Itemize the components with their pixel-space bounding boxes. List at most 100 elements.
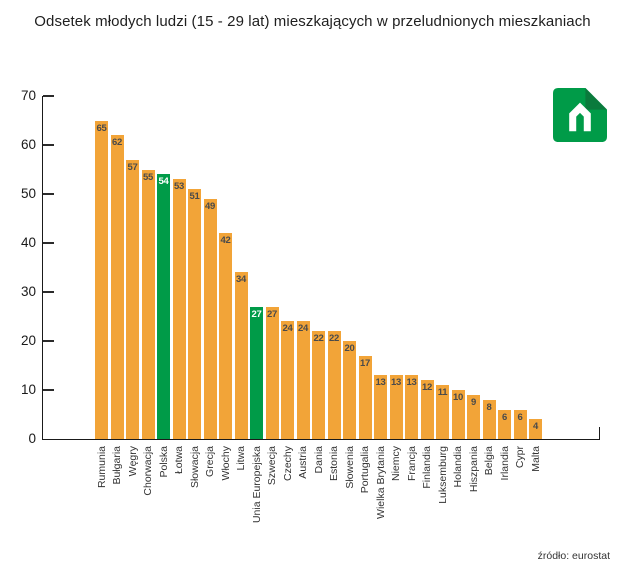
bar: 6 [513, 409, 527, 439]
y-axis-label: 20 [20, 333, 36, 348]
bar: 57 [126, 159, 139, 439]
x-axis-label: Rumunia [95, 446, 108, 489]
bar: 10 [451, 390, 465, 439]
y-axis-label: 30 [20, 284, 36, 299]
x-axis-label: Belgia [483, 446, 495, 476]
x-axis-label: Cypr [514, 446, 526, 469]
bar-value-label: 13 [375, 377, 386, 389]
bar: 55 [141, 169, 155, 439]
bar: 20 [343, 341, 356, 439]
bar-value-label: 53 [174, 181, 184, 193]
bar-value-label: 22 [329, 333, 339, 345]
bar-value-label: 42 [220, 235, 231, 247]
x-axis-label: Grecja [204, 446, 216, 477]
x-axis-label: Finlandia [421, 446, 433, 489]
x-axis-label: Austria [297, 446, 309, 479]
house-n-icon [553, 88, 607, 142]
y-axis-label: 70 [20, 88, 36, 103]
x-axis-label: Łotwa [173, 446, 185, 475]
y-axis-tick [43, 340, 54, 342]
x-axis-label: Francja [405, 446, 418, 482]
y-axis-tick [43, 193, 54, 195]
y-axis-tick [43, 144, 54, 146]
bar: 49 [203, 198, 217, 439]
bar-value-label: 49 [205, 200, 215, 212]
y-axis-tick [43, 95, 54, 97]
x-axis-end-tick [598, 427, 600, 439]
x-axis-label: Czechy [281, 446, 294, 482]
bar-value-label: 13 [391, 377, 401, 389]
x-axis-label: Niemcy [390, 446, 402, 482]
bar: 27 [250, 306, 263, 439]
bar-value-label: 9 [471, 396, 476, 408]
x-axis-label: Luksemburg [436, 446, 449, 504]
plot-area: 65 Rumunia 62 Bułgaria 57 Węgry 55 Chorwacja 54 P… [42, 95, 600, 523]
x-axis-label: Węgry [126, 446, 139, 477]
bar-value-label: 20 [344, 343, 355, 354]
y-axis-tick [43, 242, 54, 244]
bar-value-label: 65 [96, 122, 107, 134]
bar: 24 [296, 321, 310, 439]
bar-value-label: 13 [406, 377, 417, 389]
bar-value-label: 12 [422, 382, 432, 394]
x-axis-label: Estonia [328, 446, 340, 482]
bar: 51 [188, 189, 201, 439]
x-axis-label: Holandia [452, 446, 464, 488]
bar-value-label: 51 [189, 191, 200, 203]
y-axis-label: 40 [20, 235, 36, 250]
bar-value-label: 24 [282, 323, 293, 335]
bar: 34 [234, 272, 248, 439]
bar-value-label: 27 [251, 308, 262, 320]
x-axis-label: Malta [529, 446, 542, 472]
bar-value-label: 10 [453, 392, 463, 403]
y-axis-label: 10 [20, 382, 36, 397]
y-axis-label: 0 [28, 431, 36, 446]
bar: 27 [265, 306, 279, 439]
bar-value-label: 4 [533, 421, 538, 433]
x-axis-label: Włochy [219, 446, 232, 481]
x-axis-label: Chorwacja [142, 446, 154, 496]
bar-value-label: 57 [127, 161, 138, 173]
bar: 62 [110, 135, 124, 439]
chart-title: Odsetek młodych ludzi (15 - 29 lat) mies… [34, 13, 591, 30]
x-axis-label: Dania [312, 446, 325, 474]
y-axis-tick [43, 389, 54, 391]
x-axis-label: Szwecja [266, 446, 278, 486]
bar-value-label: 62 [112, 137, 122, 149]
bar-value-label: 11 [437, 387, 448, 399]
bar: 24 [281, 321, 294, 439]
x-axis-label: Polska [157, 446, 170, 478]
bar-value-label: 17 [360, 357, 370, 369]
bar-value-label: 27 [267, 308, 277, 320]
bar: 13 [374, 375, 387, 439]
y-axis-tick [43, 291, 54, 293]
bar: 53 [172, 179, 186, 439]
bar: 6 [498, 409, 511, 439]
bar-value-label: 8 [486, 401, 492, 413]
y-axis-label: 60 [20, 137, 36, 152]
bar: 9 [467, 394, 480, 439]
bar-value-label: 22 [313, 333, 324, 345]
x-axis-label: Hiszpania [467, 446, 480, 493]
source-caption: źródło: eurostat [537, 550, 610, 562]
bar: 22 [327, 331, 341, 439]
bar: 13 [405, 375, 418, 439]
x-axis-label: Portugalia [359, 446, 371, 494]
x-axis-label: Wielka Brytania [374, 446, 387, 519]
bar: 54 [157, 174, 170, 439]
bar: 11 [436, 385, 449, 439]
x-axis-label: Litwa [235, 446, 247, 471]
bar: 13 [389, 375, 403, 439]
bar-value-label: 6 [517, 411, 523, 423]
bar: 4 [529, 419, 542, 439]
bar: 22 [312, 331, 325, 439]
bar: 8 [482, 399, 496, 439]
x-axis-label: Unia Europejska [250, 446, 263, 524]
bar-value-label: 34 [236, 274, 246, 286]
x-axis-label: Słowenia [343, 446, 356, 489]
brand-logo [553, 88, 607, 142]
y-axis-label: 50 [20, 186, 36, 201]
bar-value-label: 24 [298, 323, 308, 335]
x-axis-label: Irlandia [498, 446, 511, 481]
